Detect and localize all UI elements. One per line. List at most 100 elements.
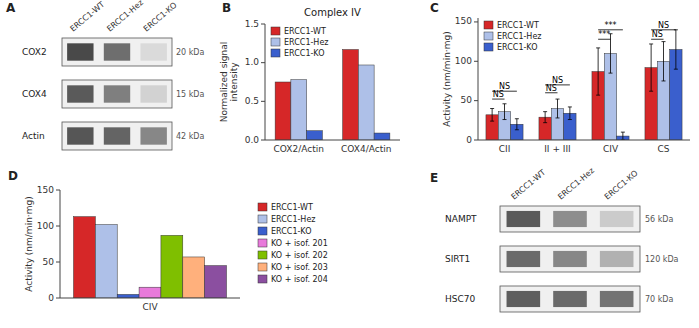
band [104, 43, 130, 60]
lane-label: ERCC1-WT [510, 168, 548, 202]
error-cap [662, 41, 666, 42]
legend-label: ERCC1-Hez [271, 215, 316, 224]
significance-label: NS [652, 30, 663, 39]
error-bar [556, 99, 560, 118]
error-bar [515, 119, 519, 130]
legend-swatch [484, 32, 493, 40]
y-tick [56, 190, 60, 191]
y-axis-label: Activity (nm/min·mg) [24, 196, 34, 291]
bar [117, 294, 139, 298]
blot-frame [62, 38, 172, 66]
legend-label: ERCC1-WT [497, 21, 539, 30]
error-stem [622, 132, 623, 140]
protein-label: COX2 [22, 47, 47, 57]
band [140, 127, 166, 144]
legend-label: KO + isof. 203 [271, 263, 328, 272]
kda-label: 70 kDa [645, 295, 674, 304]
blot-frame [62, 122, 172, 150]
bar [161, 235, 183, 298]
error-bar [596, 48, 600, 95]
error-cap [543, 122, 547, 123]
error-cap [649, 91, 653, 92]
band [507, 291, 541, 307]
legend-swatch [258, 263, 267, 271]
band [553, 291, 587, 307]
significance-label: NS [552, 76, 563, 85]
y-axis-label-line: intensity [229, 62, 239, 102]
y-axis-label-line: Normalized signal [219, 42, 229, 123]
bar [358, 65, 374, 140]
y-tick [261, 24, 265, 25]
bar [307, 131, 323, 140]
error-bar [674, 30, 678, 69]
legend: ERCC1-WTERCC1-HezERCC1-KOKO + isof. 201K… [258, 203, 328, 284]
x-tick-label: CIV [603, 144, 619, 154]
band [507, 251, 541, 267]
error-cap [503, 119, 507, 120]
legend-swatch [271, 38, 280, 46]
significance-label: *** [598, 30, 610, 39]
error-cap [568, 106, 572, 107]
kda-label: 56 kDa [645, 215, 674, 224]
error-cap [543, 111, 547, 112]
y-tick-label: 0 [466, 135, 472, 145]
error-stem [675, 30, 676, 69]
bar-chart: 050100150CIIII + IIICIVCSActivity (nm/mi… [442, 16, 690, 154]
blot: ERCC1-WTERCC1-HezERCC1-KOCOX220 kDaCOX41… [22, 0, 205, 150]
panel-label: B [222, 1, 231, 15]
error-bar [503, 104, 507, 120]
x-tick-label: II + III [544, 144, 571, 154]
protein-label: NAMPT [445, 214, 477, 224]
bar [183, 257, 205, 298]
protein-label: Actin [22, 131, 45, 141]
y-tick-label: 150 [455, 16, 472, 26]
error-cap [596, 47, 600, 48]
error-stem [651, 44, 652, 91]
bar [139, 287, 161, 298]
blot: ERCC1-WTERCC1-HezERCC1-KONAMPT56 kDaSIRT… [445, 166, 679, 312]
y-axis [478, 18, 479, 140]
error-cap [556, 99, 560, 100]
band [67, 43, 93, 60]
legend-swatch [258, 251, 267, 259]
bar-chart: 0.00.51.01.5COX2/ActinCOX4/ActinComplex … [219, 7, 400, 154]
error-bar [621, 132, 625, 140]
bar [74, 217, 96, 298]
legend-label: KO + isof. 202 [271, 251, 328, 260]
marks [74, 217, 227, 298]
legend-swatch [258, 239, 267, 247]
blot-frame [500, 246, 640, 272]
y-tick [474, 61, 478, 62]
y-tick [474, 21, 478, 22]
figure: ERCC1-WTERCC1-HezERCC1-KOCOX220 kDaCOX41… [0, 0, 699, 328]
kda-label: 20 kDa [176, 48, 205, 57]
panel-label: A [6, 1, 16, 15]
significance-label: NS [499, 82, 510, 91]
band [67, 127, 93, 144]
kda-label: 120 kDa [645, 255, 679, 264]
bar [275, 82, 291, 140]
legend-swatch [271, 27, 280, 35]
band [507, 211, 541, 227]
blot-frame [62, 80, 172, 108]
marks [486, 30, 682, 140]
bar-chart: 050100150CIVActivity (nm/min·mg)ERCC1-WT… [24, 185, 328, 313]
marks [275, 50, 390, 140]
bar [374, 133, 390, 140]
lane-label: ERCC1-WT [69, 0, 107, 34]
lane-label: ERCC1-KO [603, 169, 640, 202]
blot-frame [500, 286, 640, 312]
y-tick [261, 101, 265, 102]
legend-swatch [258, 227, 267, 235]
error-bar [543, 112, 547, 123]
y-tick-label: 0.0 [245, 135, 260, 145]
band [140, 43, 166, 60]
error-stem [557, 99, 558, 118]
x-tick-label: COX2/Actin [274, 144, 324, 154]
error-bar [490, 109, 494, 122]
error-stem [663, 42, 664, 81]
y-tick [56, 298, 60, 299]
x-tick-label: CIV [142, 302, 158, 312]
error-bar [568, 107, 572, 120]
error-cap [490, 108, 494, 109]
